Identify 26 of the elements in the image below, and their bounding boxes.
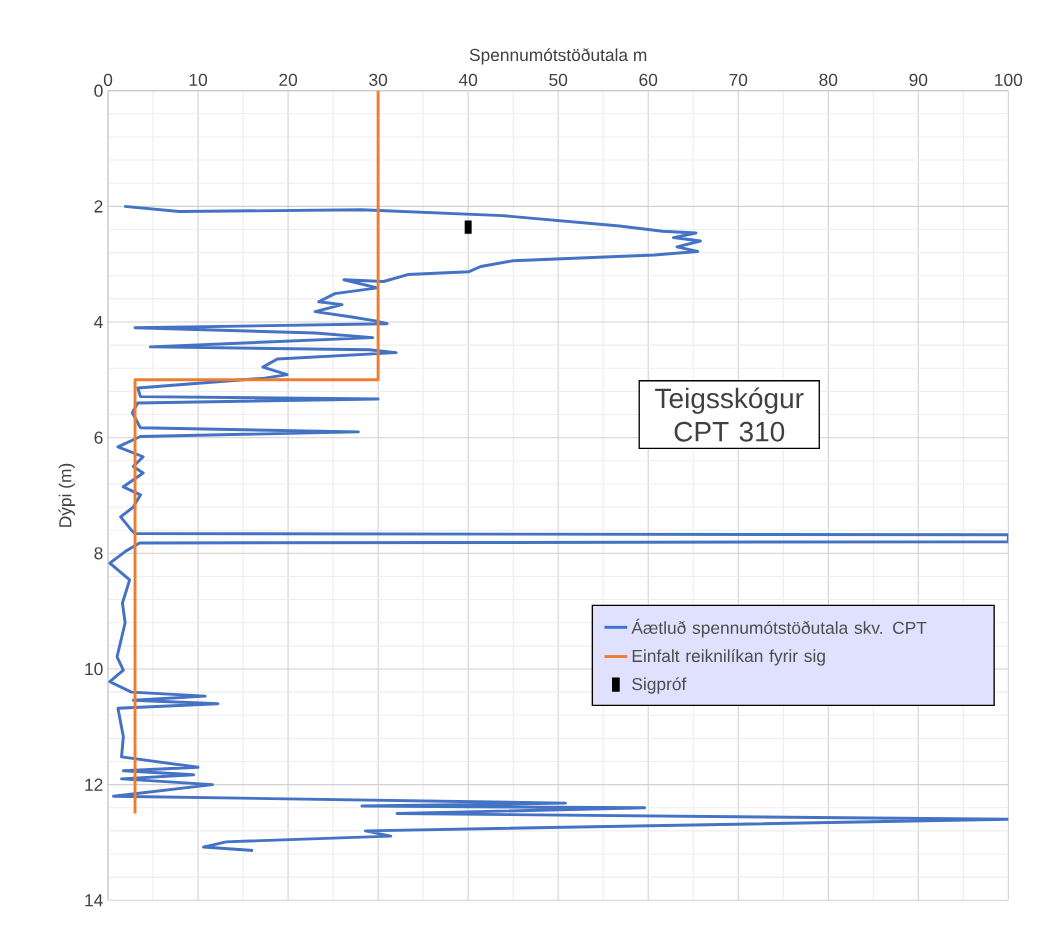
x-tick-label: 70 xyxy=(729,73,748,87)
y-tick-label: 12 xyxy=(85,778,103,791)
x-tick-label: 60 xyxy=(639,73,658,87)
y-tick-label: 14 xyxy=(85,894,103,907)
legend-label: Áætluð spennumótstöðutala skv. CPT xyxy=(631,618,927,638)
x-tick-label: 40 xyxy=(458,73,478,87)
y-tick-label: 0 xyxy=(94,84,103,98)
x-tick-label: 0 xyxy=(103,73,113,87)
x-tick-label: 80 xyxy=(819,73,838,87)
y-axis-title: Dýpi (m) xyxy=(58,464,75,527)
line-series xyxy=(108,205,1009,853)
y-tick-label: 10 xyxy=(85,663,103,676)
x-tick-label: 10 xyxy=(189,73,208,87)
y-tick-label: 6 xyxy=(94,431,103,444)
y-tick-label: 4 xyxy=(94,316,103,329)
legend-label: Einfalt reiknilíkan fyrir sig xyxy=(632,649,825,666)
x-tick-label: 30 xyxy=(369,73,388,87)
y-tick-label: 2 xyxy=(94,200,103,213)
y-tick-label: 8 xyxy=(94,547,103,560)
x-axis-title: Spennumótstöðutala m xyxy=(469,48,647,65)
x-tick-label: 50 xyxy=(549,73,568,87)
x-tick-label: 90 xyxy=(909,73,928,87)
legend-label: Sigpróf xyxy=(632,677,687,694)
annotation: Teigsskógur CPT 310 xyxy=(655,387,804,442)
x-tick-label: 20 xyxy=(279,73,298,87)
x-tick-label: 100 xyxy=(995,73,1023,87)
